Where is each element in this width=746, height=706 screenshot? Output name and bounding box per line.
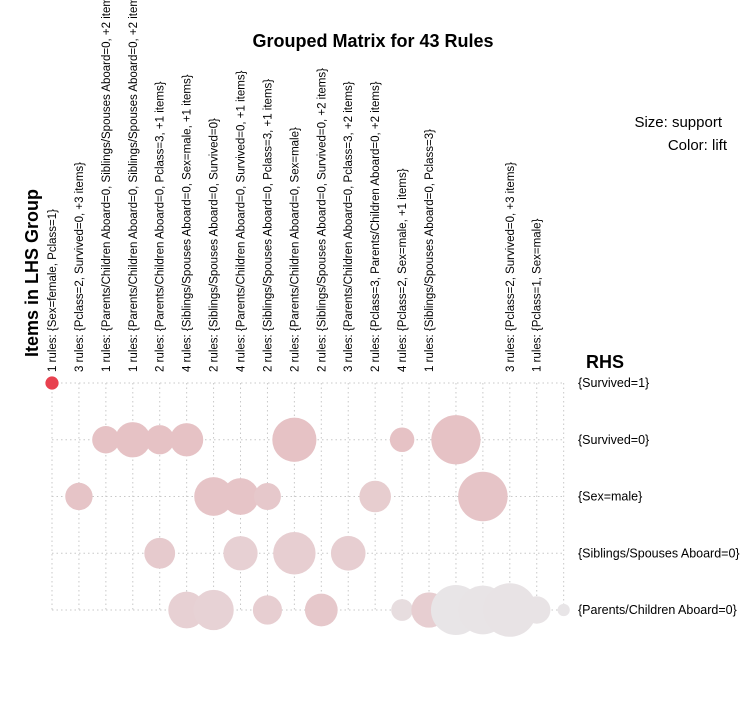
lhs-group-label: 1 rules: {Pclass=1, Sex=male} <box>532 218 544 372</box>
rule-bubble <box>45 376 59 390</box>
rhs-labels: {Survived=1} {Survived=0} {Sex=male} {Sibli… <box>578 376 740 617</box>
size-legend: Size: support <box>634 114 722 131</box>
rhs-label: {Survived=0} <box>578 433 649 447</box>
rule-bubble <box>272 417 317 462</box>
lhs-group-label: 2 rules: {Siblings/Spouses Aboard=0, Pcl… <box>262 79 274 372</box>
lhs-group-label: 1 rules: {Parents/Children Aboard=0, Sib… <box>101 0 113 372</box>
lhs-group-label: 3 rules: {Pclass=2, Survived=0, +3 items… <box>505 162 517 372</box>
rhs-axis-label: RHS <box>586 352 624 372</box>
rule-bubble <box>115 422 151 458</box>
points <box>45 376 570 637</box>
lhs-axis-label: Items in LHS Group <box>22 189 42 357</box>
rhs-label: {Survived=1} <box>578 376 649 390</box>
rule-bubble <box>194 477 233 516</box>
chart-title: Grouped Matrix for 43 Rules <box>252 31 493 51</box>
rule-bubble <box>391 599 413 621</box>
lhs-group-label: 1 rules: {Parents/Children Aboard=0, Sib… <box>128 0 140 372</box>
rule-bubble <box>170 423 204 457</box>
lhs-group-label: 1 rules: {Sex=female, Pclass=1} <box>47 209 59 372</box>
rule-bubble <box>304 593 338 627</box>
rule-bubble <box>65 482 93 511</box>
lhs-group-label: 4 rules: {Siblings/Spouses Aboard=0, Sex… <box>182 74 194 372</box>
rule-bubble <box>458 471 508 522</box>
lhs-group-label: 2 rules: {Siblings/Spouses Aboard=0, Sur… <box>209 118 221 372</box>
color-legend: Color: lift <box>668 137 728 154</box>
lhs-group-labels: 1 rules: {Sex=female, Pclass=1} 3 rules: … <box>47 0 544 372</box>
rule-bubble <box>252 595 283 625</box>
lhs-group-label: 2 rules: {Siblings/Spouses Aboard=0, Sur… <box>316 68 328 372</box>
rule-bubble <box>273 532 316 575</box>
rule-bubble <box>145 425 175 455</box>
lhs-group-label: 1 rules: {Siblings/Spouses Aboard=0, Pcl… <box>424 129 436 372</box>
lhs-group-label: 2 rules: {Parents/Children Aboard=0, Sex… <box>289 127 301 372</box>
rule-bubble <box>193 589 234 631</box>
rule-bubble <box>483 583 537 637</box>
rule-bubble <box>223 536 258 571</box>
rule-bubble <box>330 535 366 571</box>
rhs-label: {Sex=male} <box>578 490 642 504</box>
rule-bubble <box>222 478 259 515</box>
rule-bubble <box>557 603 570 617</box>
rule-bubble <box>523 596 551 624</box>
lhs-group-label: 4 rules: {Parents/Children Aboard=0, Sur… <box>236 70 248 372</box>
rule-bubble <box>144 537 176 569</box>
lhs-group-label: 2 rules: {Pclass=3, Parents/Children Abo… <box>370 81 382 372</box>
rule-bubble <box>431 415 481 465</box>
rhs-label: {Parents/Children Aboard=0} <box>578 603 737 617</box>
rhs-label: {Siblings/Spouses Aboard=0} <box>578 546 740 560</box>
rule-bubble <box>359 480 391 513</box>
rule-bubble <box>92 426 120 454</box>
lhs-group-label: 3 rules: {Parents/Children Aboard=0, Pcl… <box>343 81 355 372</box>
lhs-group-label: 2 rules: {Parents/Children Aboard=0, Pcl… <box>155 81 167 372</box>
lhs-group-label: 3 rules: {Pclass=2, Survived=0, +3 items… <box>74 162 86 372</box>
rule-bubble <box>253 483 281 510</box>
lhs-group-label: 4 rules: {Pclass=2, Sex=male, +1 items} <box>397 168 409 372</box>
rule-bubble <box>389 427 415 452</box>
